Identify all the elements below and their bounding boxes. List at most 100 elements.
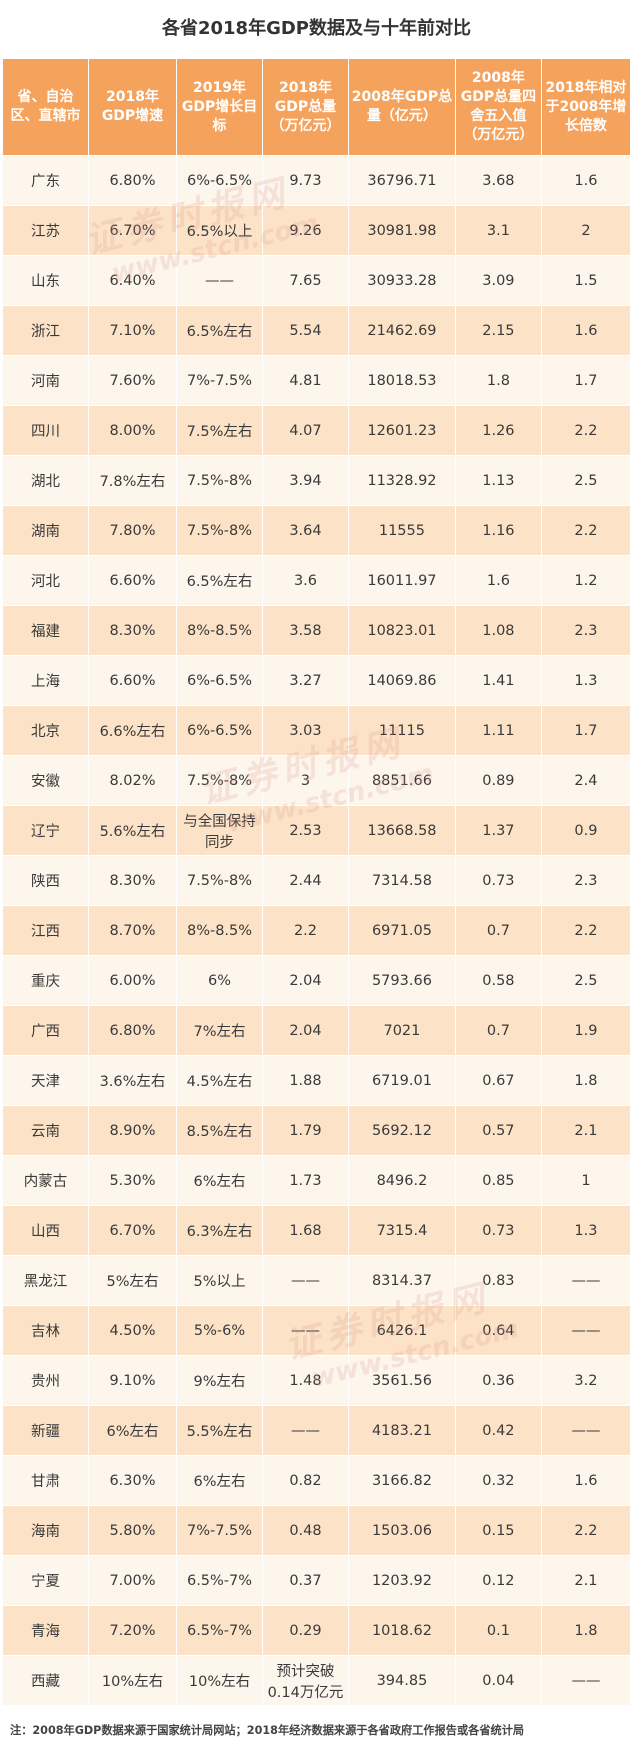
cell-province: 宁夏 (2, 1555, 89, 1606)
cell-growth-target-2019: —— (176, 255, 263, 306)
cell-province: 广西 (2, 1005, 89, 1056)
cell-gdp-rounded-2008: 0.36 (454, 1355, 542, 1406)
cell-gdp-rounded-2008: 1.13 (454, 455, 542, 506)
cell-gdp-total-2018: 1.68 (262, 1205, 349, 1256)
cell-gdp-rounded-2008: 0.7 (454, 1005, 542, 1056)
cell-growth-target-2019: 6.5%以上 (176, 205, 263, 256)
table-header-row: 省、自治区、直辖市 2018年GDP增速 2019年GDP增长目标 2018年G… (2, 58, 632, 156)
cell-gdp-total-2018: 3.6 (262, 555, 349, 606)
header-province: 省、自治区、直辖市 (2, 58, 89, 156)
cell-gdp-rounded-2008: 1.8 (454, 355, 542, 406)
cell-gdp-total-2008: 11555 (347, 505, 456, 556)
cell-growth-target-2019: 7.5%-8% (176, 455, 263, 506)
cell-growth-target-2019: 9%左右 (176, 1355, 263, 1406)
cell-province: 贵州 (2, 1355, 89, 1406)
cell-growth-multiple: —— (540, 1255, 632, 1306)
cell-gdp-growth-2018: 8.30% (87, 855, 178, 906)
cell-gdp-total-2018: 1.88 (262, 1055, 349, 1106)
cell-growth-target-2019: 8%-8.5% (176, 905, 263, 956)
cell-gdp-total-2008: 7315.4 (347, 1205, 456, 1256)
cell-gdp-rounded-2008: 1.37 (454, 805, 542, 856)
table-row: 山东 6.40% —— 7.65 30933.28 3.09 1.5 (2, 255, 632, 306)
cell-gdp-rounded-2008: 0.32 (454, 1455, 542, 1506)
cell-growth-multiple: 2.1 (540, 1555, 632, 1606)
cell-province: 河北 (2, 555, 89, 606)
cell-growth-target-2019: 4.5%左右 (176, 1055, 263, 1106)
cell-gdp-total-2018: 1.73 (262, 1155, 349, 1206)
cell-province: 甘肃 (2, 1455, 89, 1506)
cell-gdp-growth-2018: 7.8%左右 (87, 455, 178, 506)
cell-gdp-total-2008: 7021 (347, 1005, 456, 1056)
cell-province: 天津 (2, 1055, 89, 1106)
table-row: 新疆 6%左右 5.5%左右 —— 4183.21 0.42 —— (2, 1405, 632, 1456)
cell-gdp-total-2018: 0.82 (262, 1455, 349, 1506)
cell-growth-multiple: 1.3 (540, 1205, 632, 1256)
table-row: 陕西 8.30% 7.5%-8% 2.44 7314.58 0.73 2.3 (2, 855, 632, 906)
cell-growth-target-2019: 6.5%-7% (176, 1555, 263, 1606)
cell-gdp-total-2008: 8496.2 (347, 1155, 456, 1206)
cell-province: 西藏 (2, 1655, 89, 1706)
cell-gdp-total-2008: 1018.62 (347, 1605, 456, 1656)
cell-gdp-growth-2018: 8.30% (87, 605, 178, 656)
cell-growth-multiple: 2.2 (540, 905, 632, 956)
cell-gdp-total-2008: 11115 (347, 705, 456, 756)
cell-province: 吉林 (2, 1305, 89, 1356)
cell-gdp-total-2008: 4183.21 (347, 1405, 456, 1456)
header-gdp-total-2008: 2008年GDP总量（亿元） (347, 58, 456, 156)
cell-gdp-total-2008: 6719.01 (347, 1055, 456, 1106)
cell-gdp-total-2008: 8851.66 (347, 755, 456, 806)
cell-growth-multiple: 1.7 (540, 355, 632, 406)
cell-gdp-total-2008: 13668.58 (347, 805, 456, 856)
cell-gdp-growth-2018: 6%左右 (87, 1405, 178, 1456)
table-row: 海南 5.80% 7%-7.5% 0.48 1503.06 0.15 2.2 (2, 1505, 632, 1556)
cell-gdp-rounded-2008: 0.64 (454, 1305, 542, 1356)
cell-gdp-growth-2018: 7.80% (87, 505, 178, 556)
cell-province: 湖北 (2, 455, 89, 506)
cell-province: 新疆 (2, 1405, 89, 1456)
cell-province: 江苏 (2, 205, 89, 256)
cell-gdp-growth-2018: 3.6%左右 (87, 1055, 178, 1106)
cell-gdp-total-2018: 9.73 (262, 155, 349, 206)
cell-gdp-total-2018: 0.37 (262, 1555, 349, 1606)
header-gdp-rounded-2008: 2008年GDP总量四舍五入值（万亿元） (454, 58, 542, 156)
table-row: 黑龙江 5%左右 5%以上 —— 8314.37 0.83 —— (2, 1255, 632, 1306)
table-row: 吉林 4.50% 5%-6% —— 6426.1 0.64 —— (2, 1305, 632, 1356)
cell-gdp-total-2018: 3.03 (262, 705, 349, 756)
cell-gdp-rounded-2008: 0.83 (454, 1255, 542, 1306)
cell-gdp-total-2018: 1.48 (262, 1355, 349, 1406)
header-gdp-total-2018: 2018年GDP总量（万亿元） (262, 58, 349, 156)
cell-gdp-growth-2018: 5.80% (87, 1505, 178, 1556)
cell-growth-target-2019: 6.5%左右 (176, 305, 263, 356)
cell-growth-target-2019: 6.5%左右 (176, 555, 263, 606)
cell-gdp-growth-2018: 5%左右 (87, 1255, 178, 1306)
cell-gdp-total-2008: 6426.1 (347, 1305, 456, 1356)
table-row: 浙江 7.10% 6.5%左右 5.54 21462.69 2.15 1.6 (2, 305, 632, 356)
cell-gdp-rounded-2008: 1.26 (454, 405, 542, 456)
cell-gdp-total-2018: 预计突破0.14万亿元 (262, 1655, 349, 1706)
cell-gdp-total-2018: —— (262, 1305, 349, 1356)
cell-gdp-rounded-2008: 3.68 (454, 155, 542, 206)
table-row: 北京 6.6%左右 6%-6.5% 3.03 11115 1.11 1.7 (2, 705, 632, 756)
cell-gdp-growth-2018: 10%左右 (87, 1655, 178, 1706)
cell-gdp-growth-2018: 6.70% (87, 1205, 178, 1256)
cell-gdp-rounded-2008: 0.73 (454, 855, 542, 906)
cell-gdp-total-2008: 11328.92 (347, 455, 456, 506)
cell-province: 四川 (2, 405, 89, 456)
cell-gdp-growth-2018: 9.10% (87, 1355, 178, 1406)
cell-gdp-total-2018: 2.04 (262, 955, 349, 1006)
cell-gdp-total-2008: 394.85 (347, 1655, 456, 1706)
cell-gdp-growth-2018: 6.80% (87, 155, 178, 206)
cell-gdp-growth-2018: 8.02% (87, 755, 178, 806)
cell-gdp-total-2018: 3.27 (262, 655, 349, 706)
cell-gdp-rounded-2008: 0.7 (454, 905, 542, 956)
cell-gdp-total-2018: 2.53 (262, 805, 349, 856)
cell-growth-target-2019: 7.5%-8% (176, 755, 263, 806)
cell-province: 安徽 (2, 755, 89, 806)
cell-province: 山西 (2, 1205, 89, 1256)
cell-gdp-total-2008: 7314.58 (347, 855, 456, 906)
table-row: 福建 8.30% 8%-8.5% 3.58 10823.01 1.08 2.3 (2, 605, 632, 656)
cell-gdp-rounded-2008: 0.57 (454, 1105, 542, 1156)
cell-growth-target-2019: 7.5%-8% (176, 505, 263, 556)
cell-gdp-total-2008: 1203.92 (347, 1555, 456, 1606)
table-row: 河南 7.60% 7%-7.5% 4.81 18018.53 1.8 1.7 (2, 355, 632, 406)
